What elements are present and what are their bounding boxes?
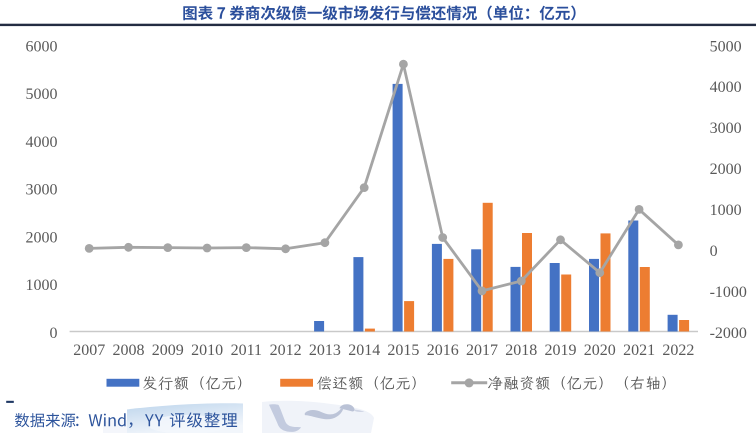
- svg-text:2021: 2021: [623, 342, 655, 359]
- svg-text:2000: 2000: [710, 161, 742, 178]
- svg-text:2013: 2013: [309, 342, 341, 359]
- svg-text:2007: 2007: [73, 342, 105, 359]
- svg-text:0: 0: [710, 243, 718, 260]
- svg-text:2008: 2008: [113, 342, 145, 359]
- svg-text:1000: 1000: [26, 277, 58, 294]
- svg-text:2018: 2018: [505, 342, 537, 359]
- svg-text:1000: 1000: [710, 202, 742, 219]
- svg-text:2022: 2022: [662, 342, 694, 359]
- svg-text:2012: 2012: [270, 342, 302, 359]
- svg-text:-2000: -2000: [710, 325, 747, 342]
- svg-text:2014: 2014: [348, 342, 380, 359]
- svg-text:0: 0: [50, 325, 58, 342]
- svg-text:2011: 2011: [231, 342, 262, 359]
- svg-text:2009: 2009: [152, 342, 184, 359]
- svg-text:3000: 3000: [710, 120, 742, 137]
- svg-text:5000: 5000: [710, 38, 742, 55]
- svg-text:3000: 3000: [26, 182, 58, 199]
- svg-text:4000: 4000: [710, 79, 742, 96]
- svg-text:5000: 5000: [26, 86, 58, 103]
- svg-text:6000: 6000: [26, 38, 58, 55]
- svg-text:2010: 2010: [191, 342, 223, 359]
- svg-text:-1000: -1000: [710, 284, 747, 301]
- svg-text:4000: 4000: [26, 134, 58, 151]
- svg-text:2015: 2015: [387, 342, 419, 359]
- svg-text:2017: 2017: [466, 342, 498, 359]
- svg-text:2019: 2019: [545, 342, 577, 359]
- svg-text:2016: 2016: [427, 342, 459, 359]
- svg-text:2020: 2020: [584, 342, 616, 359]
- svg-text:2000: 2000: [26, 229, 58, 246]
